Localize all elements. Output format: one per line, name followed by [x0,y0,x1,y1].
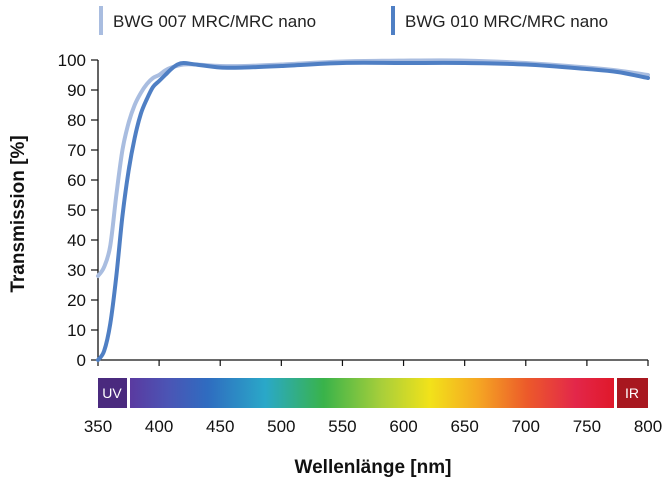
series-line-2 [96,60,650,362]
y-tick-label: 40 [67,231,86,250]
x-tick-label: 400 [145,417,173,436]
legend-item-series-2: BWG 010 MRC/MRC nano [391,6,608,35]
legend-label-series-2: BWG 010 MRC/MRC nano [405,12,608,31]
x-axis-ticks: 350 400 450 500 550 600 650 700 750 800 [84,360,662,436]
y-axis-title: Transmission [%] [8,135,29,292]
legend-swatch-series-2 [391,6,395,35]
y-tick-label: 100 [58,51,86,70]
spectrum-ir-label: IR [625,385,639,401]
spectrum-ir-box [617,378,648,408]
legend-label-series-1: BWG 007 MRC/MRC nano [113,12,316,31]
y-tick-label: 90 [67,81,86,100]
spectrum-uv-box [98,378,127,408]
y-tick-label: 10 [67,321,86,340]
spectrum-band: UV IR [98,378,648,408]
x-axis-title: Wellenlänge [nm] [295,457,452,478]
y-tick-label: 20 [67,291,86,310]
x-tick-label: 800 [634,417,662,436]
x-tick-label: 350 [84,417,112,436]
spectrum-visible-gradient [130,378,614,408]
series-line-1 [96,58,650,278]
legend-swatch-series-1 [99,6,103,35]
y-tick-label: 0 [77,351,86,370]
x-tick-label: 750 [573,417,601,436]
x-tick-label: 600 [389,417,417,436]
x-tick-label: 500 [267,417,295,436]
x-tick-label: 700 [512,417,540,436]
x-tick-label: 550 [328,417,356,436]
spectrum-uv-label: UV [102,385,122,401]
x-tick-label: 450 [206,417,234,436]
legend-item-series-1: BWG 007 MRC/MRC nano [99,6,316,35]
y-axis-ticks: 0 10 20 30 40 50 60 70 80 90 100 [58,51,98,370]
x-tick-label: 650 [450,417,478,436]
y-tick-label: 70 [67,141,86,160]
series-lines [96,58,650,362]
y-tick-label: 30 [67,261,86,280]
legend: BWG 007 MRC/MRC nano BWG 010 MRC/MRC nan… [99,6,608,35]
y-tick-label: 80 [67,111,86,130]
y-tick-label: 50 [67,201,86,220]
y-tick-label: 60 [67,171,86,190]
